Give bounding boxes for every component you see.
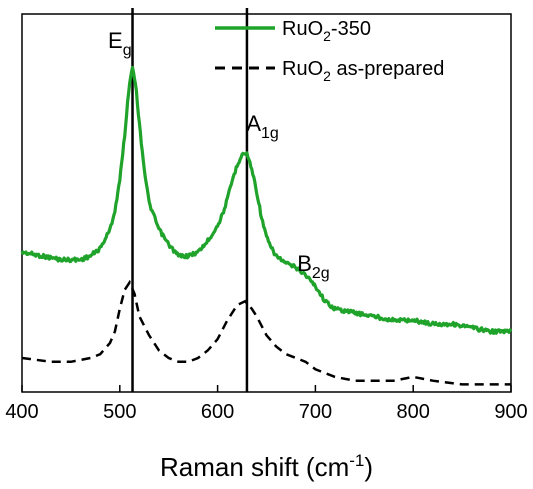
plot-area: Eg A1g B2g: [20, 8, 513, 393]
x-tick-label-600: 600: [201, 401, 234, 423]
x-axis: 400 500 600 700 800 900: [5, 385, 528, 423]
legend: RuO2-350 RuO2 as-prepared: [215, 18, 444, 84]
x-tick-label-700: 700: [299, 401, 332, 423]
x-tick-label-800: 800: [397, 401, 430, 423]
peak-label-b2g: B2g: [297, 251, 329, 282]
legend-label-1: RuO2 as-prepared: [282, 58, 444, 84]
x-axis-title: Raman shift (cm-1): [160, 451, 373, 482]
x-tick-label-400: 400: [5, 401, 38, 423]
plot-frame: [21, 13, 512, 393]
x-tick-label-900: 900: [494, 401, 527, 423]
legend-label-0: RuO2-350: [282, 18, 371, 44]
x-tick-label-500: 500: [103, 401, 136, 423]
peak-label-eg: Eg: [108, 28, 132, 59]
series-1-line: [21, 279, 511, 386]
peak-label-a1g: A1g: [246, 111, 278, 142]
series-0-line: [20, 65, 513, 335]
